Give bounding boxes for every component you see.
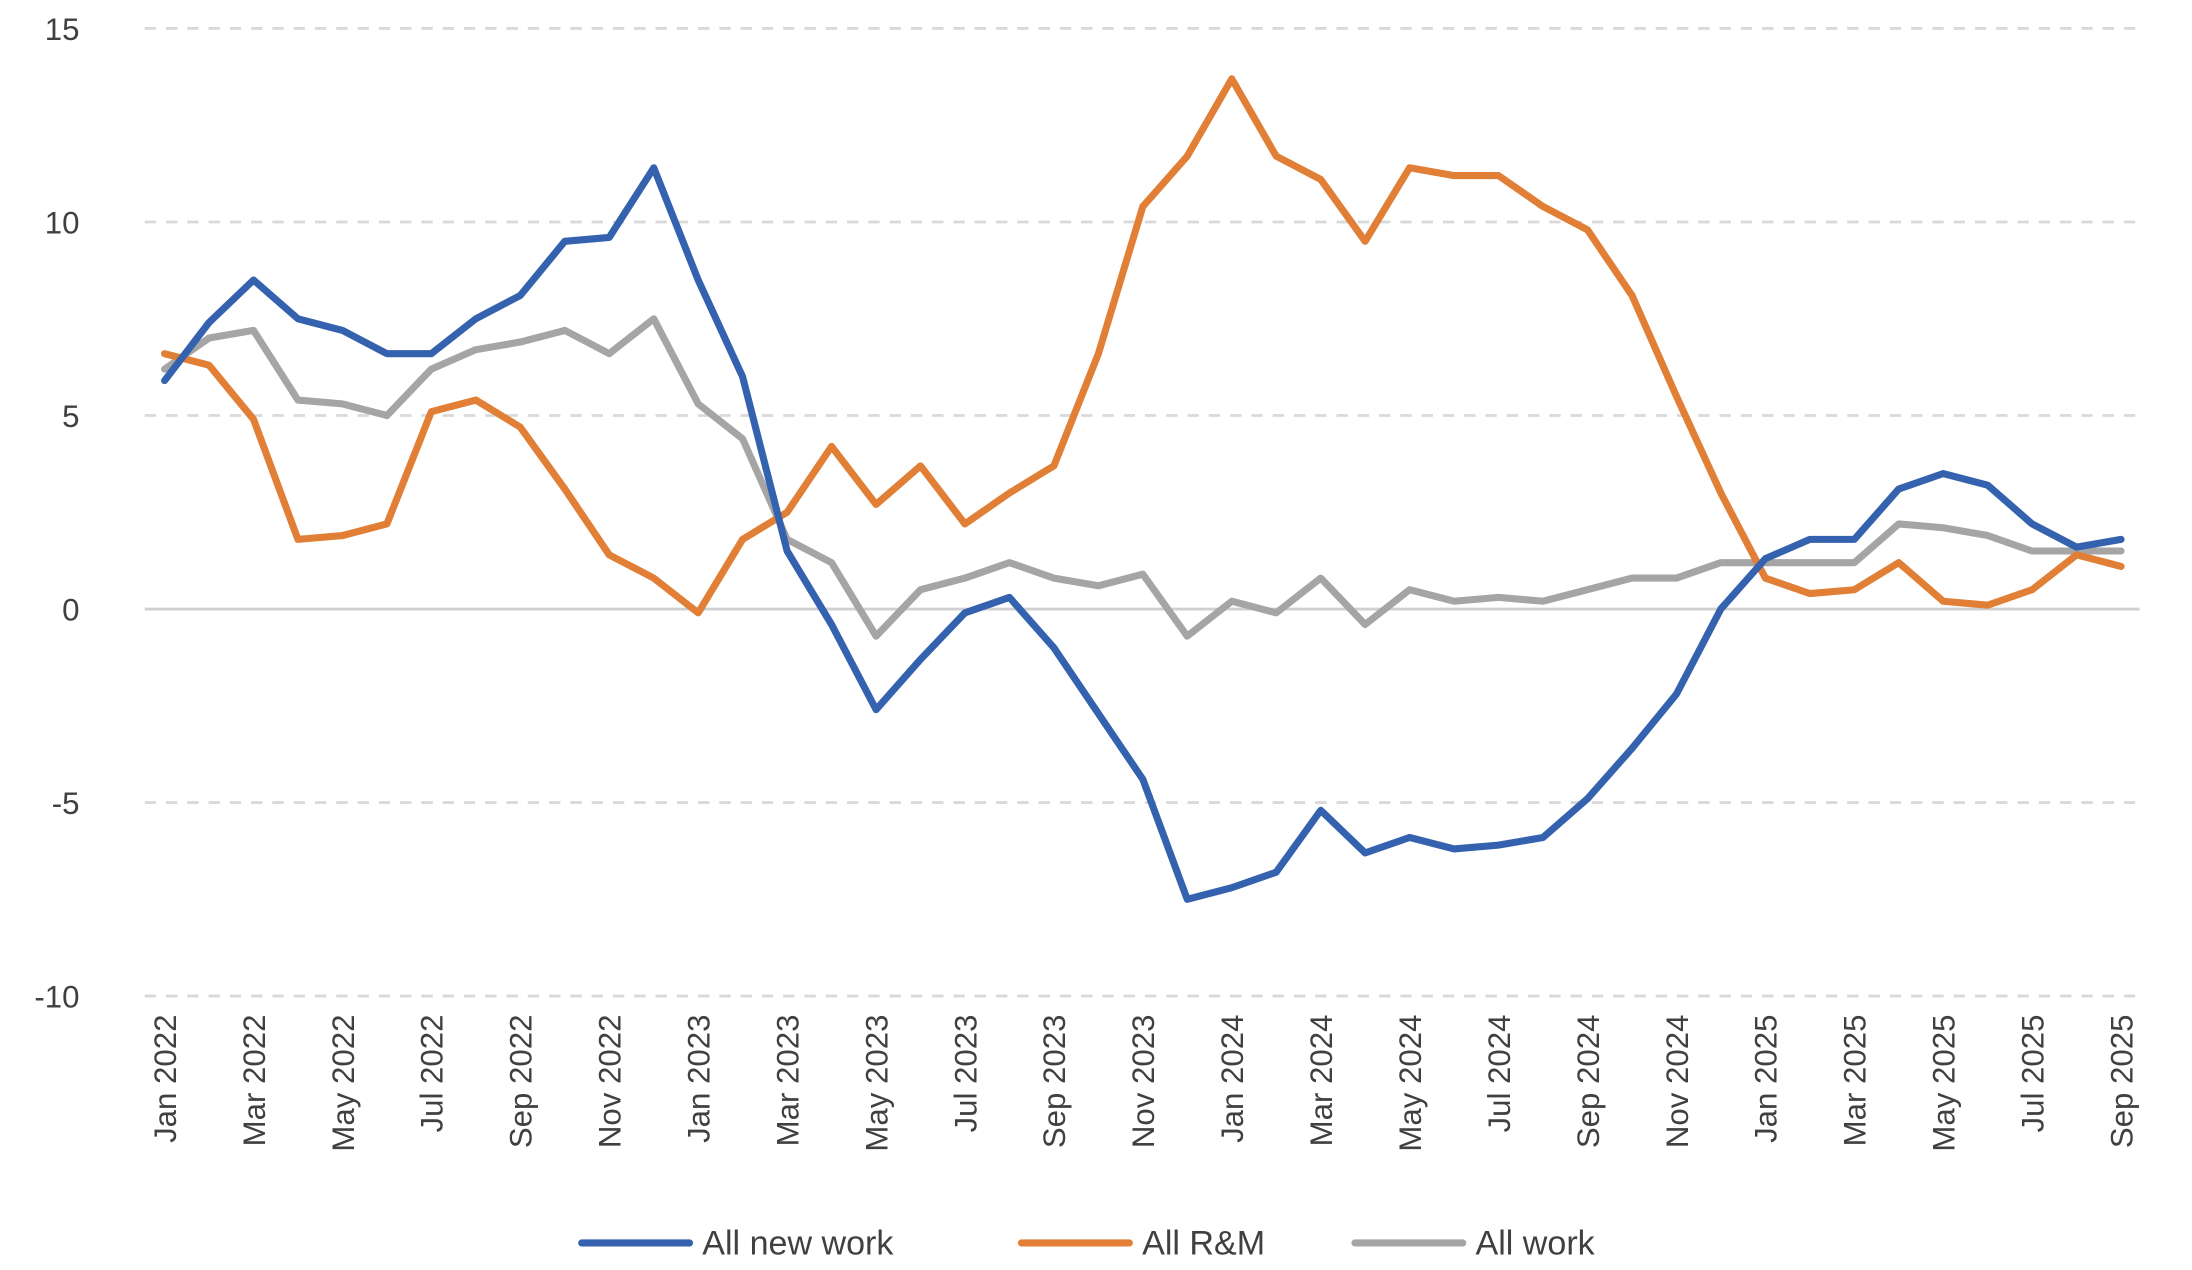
- x-tick-label: May 2024: [1393, 1015, 1428, 1152]
- x-tick-label: Nov 2023: [1126, 1015, 1161, 1149]
- y-axis-ticks: -10 -5 0 5 10 15: [34, 12, 79, 1015]
- x-tick-label: Sep 2025: [2104, 1015, 2139, 1149]
- x-tick-label: May 2023: [859, 1015, 894, 1152]
- x-tick-label: Mar 2025: [1838, 1015, 1873, 1147]
- y-tick-label: -5: [52, 786, 80, 821]
- legend-item: All work: [1351, 1224, 1596, 1262]
- series-line-all-r-m: [161, 75, 2125, 617]
- y-tick-label: -10: [34, 979, 79, 1014]
- legend: All new work All R&M All work: [578, 1224, 1596, 1262]
- legend-label: All work: [1476, 1224, 1596, 1262]
- x-tick-label: Jul 2025: [2015, 1015, 2050, 1133]
- x-tick-label: Mar 2022: [237, 1015, 272, 1147]
- x-axis-ticks: Jan 2022 Mar 2022 May 2022 Jul 2022 Sep 2022…: [148, 1015, 2139, 1152]
- x-tick-label: Jan 2023: [682, 1015, 717, 1143]
- x-tick-label: Mar 2024: [1304, 1015, 1339, 1147]
- legend-item: All R&M: [1017, 1224, 1265, 1262]
- x-tick-label: May 2025: [1927, 1015, 1962, 1152]
- x-tick-label: Sep 2022: [504, 1015, 539, 1149]
- x-tick-label: Jan 2025: [1749, 1015, 1784, 1143]
- x-tick-label: Sep 2024: [1571, 1015, 1606, 1149]
- x-tick-label: Mar 2023: [770, 1015, 805, 1147]
- x-tick-label: Jul 2022: [415, 1015, 450, 1133]
- y-tick-label: 15: [45, 12, 80, 47]
- series-line-all-new-work: [161, 164, 2125, 903]
- x-tick-label: Nov 2022: [593, 1015, 628, 1149]
- x-tick-label: Sep 2023: [1037, 1015, 1072, 1149]
- gridlines: [144, 27, 2140, 998]
- x-tick-label: Nov 2024: [1660, 1015, 1695, 1149]
- x-tick-label: Jul 2024: [1482, 1015, 1517, 1133]
- x-tick-label: Jan 2022: [148, 1015, 183, 1143]
- series-lines: [161, 75, 2125, 903]
- x-tick-label: May 2022: [326, 1015, 361, 1152]
- x-tick-label: Jan 2024: [1215, 1015, 1250, 1143]
- y-tick-label: 5: [62, 399, 79, 434]
- y-tick-label: 10: [45, 205, 80, 240]
- y-tick-label: 0: [62, 592, 79, 627]
- x-tick-label: Jul 2023: [948, 1015, 983, 1133]
- legend-item: All new work: [578, 1224, 894, 1262]
- series-line-all-work: [161, 315, 2125, 640]
- legend-label: All new work: [702, 1224, 894, 1262]
- legend-label: All R&M: [1142, 1224, 1265, 1262]
